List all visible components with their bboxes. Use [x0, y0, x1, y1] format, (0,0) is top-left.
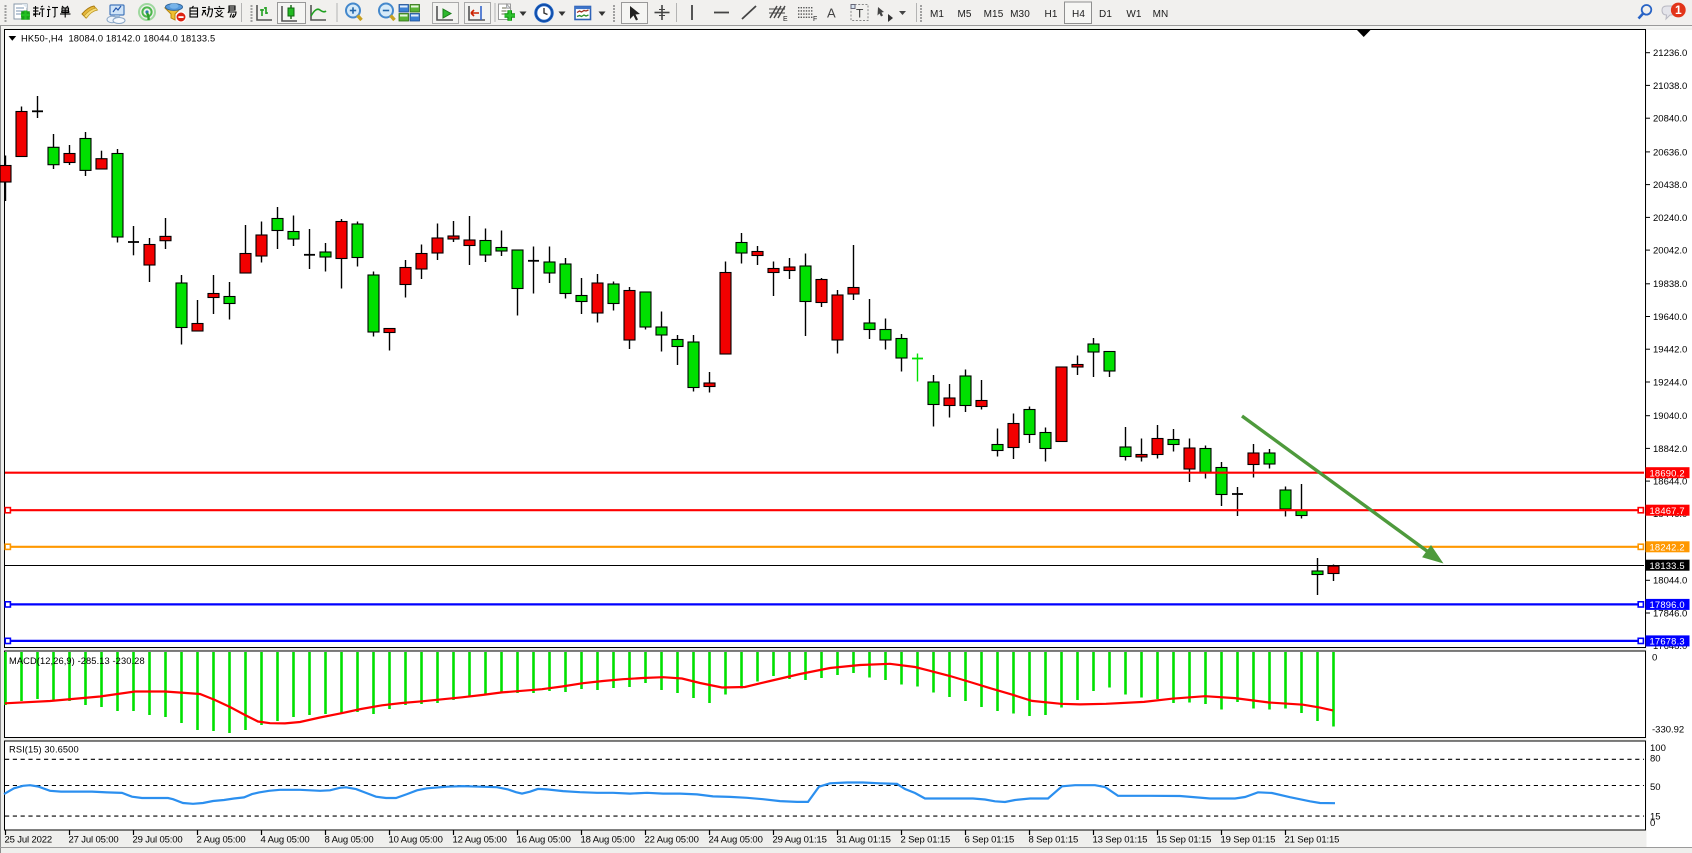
- svg-text:15 Sep 01:15: 15 Sep 01:15: [1157, 834, 1212, 845]
- svg-text:22 Aug 05:00: 22 Aug 05:00: [645, 834, 699, 845]
- svg-text:20636.0: 20636.0: [1653, 147, 1687, 158]
- svg-text:21 Sep 01:15: 21 Sep 01:15: [1285, 834, 1340, 845]
- svg-text:W1: W1: [1126, 9, 1142, 20]
- svg-text:H1: H1: [1045, 9, 1058, 20]
- svg-text:F: F: [813, 16, 817, 23]
- svg-text:-330.92: -330.92: [1652, 725, 1684, 736]
- svg-text:20840.0: 20840.0: [1653, 114, 1687, 125]
- svg-text:8 Sep 01:15: 8 Sep 01:15: [1029, 834, 1079, 845]
- svg-text:2 Aug 05:00: 2 Aug 05:00: [197, 834, 246, 845]
- svg-text:100: 100: [1650, 743, 1666, 754]
- svg-text:25 Jul 2022: 25 Jul 2022: [5, 834, 52, 845]
- svg-text:6 Sep 01:15: 6 Sep 01:15: [965, 834, 1015, 845]
- svg-text:17678.3: 17678.3: [1650, 636, 1685, 647]
- svg-text:19244.0: 19244.0: [1653, 377, 1687, 388]
- svg-text:8 Aug 05:00: 8 Aug 05:00: [325, 834, 374, 845]
- svg-text:0: 0: [1652, 653, 1657, 664]
- svg-text:17648.0: 17648.0: [1653, 641, 1687, 652]
- svg-text:13 Sep 01:15: 13 Sep 01:15: [1093, 834, 1148, 845]
- svg-text:19640.0: 19640.0: [1653, 312, 1687, 323]
- svg-text:18242.2: 18242.2: [1650, 541, 1685, 552]
- svg-text:21236.0: 21236.0: [1653, 48, 1687, 59]
- svg-text:80: 80: [1650, 754, 1661, 765]
- svg-text:MACD(12,26,9) -285.13 -230.28: MACD(12,26,9) -285.13 -230.28: [9, 656, 145, 666]
- svg-text:A: A: [827, 6, 836, 21]
- svg-text:M30: M30: [1010, 9, 1030, 20]
- svg-text:4 Aug 05:00: 4 Aug 05:00: [261, 834, 310, 845]
- svg-text:16 Aug 05:00: 16 Aug 05:00: [517, 834, 571, 845]
- svg-text:18842.0: 18842.0: [1653, 444, 1687, 455]
- svg-text:18044.0: 18044.0: [1653, 576, 1687, 587]
- svg-text:18690.2: 18690.2: [1650, 467, 1685, 478]
- svg-text:21038.0: 21038.0: [1653, 81, 1687, 92]
- svg-text:10 Aug 05:00: 10 Aug 05:00: [389, 834, 443, 845]
- svg-text:0: 0: [1650, 818, 1655, 829]
- svg-text:19442.0: 19442.0: [1653, 345, 1687, 356]
- svg-text:18 Aug 05:00: 18 Aug 05:00: [581, 834, 635, 845]
- svg-text:RSI(15) 30.6500: RSI(15) 30.6500: [9, 745, 79, 755]
- svg-text:17846.0: 17846.0: [1653, 608, 1687, 619]
- svg-text:19040.0: 19040.0: [1653, 411, 1687, 422]
- svg-text:2 Sep 01:15: 2 Sep 01:15: [901, 834, 951, 845]
- svg-text:31 Aug 01:15: 31 Aug 01:15: [837, 834, 891, 845]
- svg-text:H4: H4: [1072, 9, 1085, 20]
- svg-text:20042.0: 20042.0: [1653, 246, 1687, 257]
- svg-text:50: 50: [1650, 782, 1661, 793]
- svg-text:M5: M5: [957, 9, 971, 20]
- svg-text:12 Aug 05:00: 12 Aug 05:00: [453, 834, 507, 845]
- svg-text:19838.0: 19838.0: [1653, 279, 1687, 290]
- svg-text:MN: MN: [1153, 9, 1169, 20]
- svg-text:M15: M15: [984, 9, 1004, 20]
- svg-text:E: E: [783, 16, 788, 23]
- svg-text:HK50-,H4 18084.0 18142.0 1804: HK50-,H4 18084.0 18142.0 18044.0 18133.5: [21, 33, 215, 43]
- svg-text:18644.0: 18644.0: [1653, 477, 1687, 488]
- svg-text:15: 15: [1650, 811, 1661, 822]
- svg-text:T: T: [856, 7, 864, 21]
- svg-text:D1: D1: [1099, 9, 1112, 20]
- svg-text:27 Jul 05:00: 27 Jul 05:00: [69, 834, 119, 845]
- svg-text:1: 1: [1675, 3, 1682, 17]
- svg-text:20240.0: 20240.0: [1653, 213, 1687, 224]
- svg-text:18133.5: 18133.5: [1650, 560, 1685, 571]
- svg-text:M1: M1: [930, 9, 944, 20]
- svg-text:19 Sep 01:15: 19 Sep 01:15: [1221, 834, 1276, 845]
- svg-text:17896.0: 17896.0: [1650, 599, 1685, 610]
- svg-text:29 Aug 01:15: 29 Aug 01:15: [773, 834, 827, 845]
- svg-text:20438.0: 20438.0: [1653, 180, 1687, 191]
- svg-text:24 Aug 05:00: 24 Aug 05:00: [709, 834, 763, 845]
- svg-text:29 Jul 05:00: 29 Jul 05:00: [133, 834, 183, 845]
- svg-text:18467.7: 18467.7: [1650, 505, 1685, 516]
